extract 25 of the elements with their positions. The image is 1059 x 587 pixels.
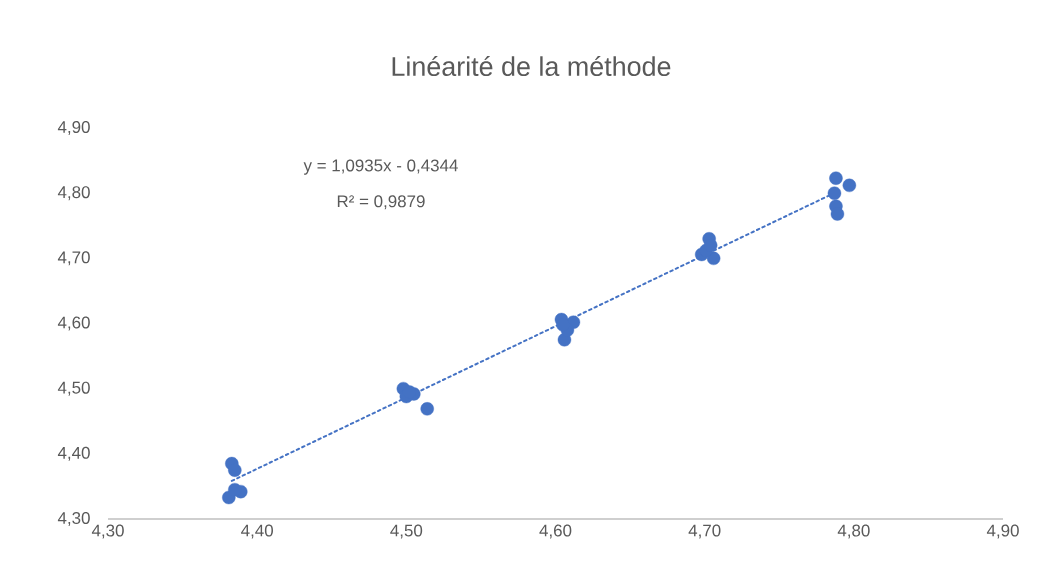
x-tick-label: 4,70 (688, 524, 721, 539)
annotation: y = 1,0935x - 0,4344 (303, 159, 458, 175)
point (703, 238, 718, 252)
y-tick-label: 4,40 (57, 446, 90, 461)
y-tick-label: 4,70 (57, 251, 90, 266)
x-tick-label: 4,30 (91, 524, 124, 539)
y-tick-label: 4,90 (57, 121, 90, 135)
y-tick-label: 4,30 (57, 512, 90, 526)
point (827, 186, 842, 200)
point (420, 402, 434, 416)
x-tick-label: 4,80 (837, 524, 870, 539)
point (842, 178, 857, 193)
point (829, 171, 843, 185)
y-tick-label: 4,80 (57, 186, 90, 201)
y-tick-label: 4,60 (57, 316, 90, 331)
y-tick-label: 4,50 (57, 381, 90, 396)
x-tick-label: 4,90 (986, 524, 1019, 539)
point (830, 207, 845, 221)
chart-title: Linéarité de la méthode (392, 55, 671, 77)
x-tick-label: 4,50 (390, 524, 423, 539)
point (228, 463, 242, 477)
x-tick-label: 4,60 (539, 524, 572, 539)
x-tick-label: 4,40 (241, 524, 273, 539)
annotation: R² = 0,9879 (337, 195, 425, 210)
point (228, 482, 242, 497)
